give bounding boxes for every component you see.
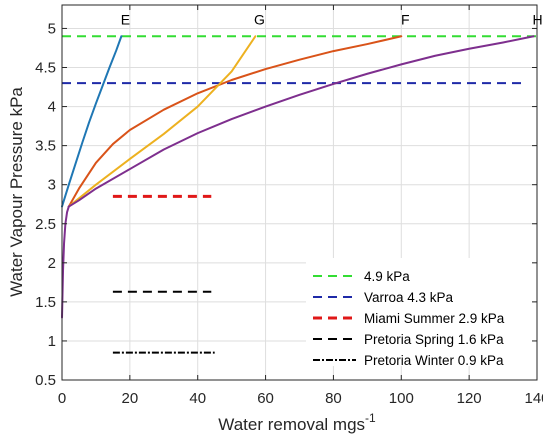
x-tick-label: 120	[457, 390, 482, 407]
curve-line	[67, 35, 535, 208]
y-tick-label: 1	[48, 333, 56, 350]
curve-end-label: F	[401, 12, 410, 28]
threshold-lines	[62, 35, 537, 354]
y-tick-label: 1.5	[35, 294, 56, 311]
y-tick-label: 0.5	[35, 372, 56, 389]
curve-line	[61, 35, 123, 208]
y-axis-ticks: 0.5 1 1.5 2 2.5 3 3.5 4 4.5 5	[35, 20, 537, 389]
y-tick-label: 3	[48, 177, 56, 194]
x-axis-label-text: Water removal mgs	[218, 415, 365, 434]
curve-end-label: E	[121, 12, 130, 28]
y-tick-label: 4	[48, 99, 56, 116]
curve-end-label: G	[254, 12, 265, 28]
x-tick-label: 60	[257, 390, 274, 407]
legend-label: Miami Summer 2.9 kPa	[364, 311, 505, 326]
y-tick-label: 4.5	[35, 60, 56, 77]
x-tick-label: 100	[389, 390, 414, 407]
curve-end-label: H	[533, 12, 543, 28]
y-tick-label: 2.5	[35, 216, 56, 233]
x-tick-label: 40	[189, 390, 206, 407]
x-axis-label-superscript: -1	[365, 411, 376, 425]
y-tick-label: 5	[48, 20, 56, 37]
x-axis-label: Water removal mgs-1	[218, 411, 376, 434]
legend-label: Pretoria Spring 1.6 kPa	[364, 332, 504, 347]
legend: 4.9 kPa Varroa 4.3 kPa Miami Summer 2.9 kP…	[306, 258, 532, 368]
curve-line	[61, 205, 70, 319]
curve-line	[67, 35, 257, 208]
y-axis-label: Water Vapour Pressure kPa	[7, 87, 26, 297]
legend-label: 4.9 kPa	[364, 269, 410, 284]
x-tick-label: 80	[325, 390, 342, 407]
x-tick-label: 0	[58, 390, 66, 407]
y-tick-label: 3.5	[35, 138, 56, 155]
x-axis-ticks: 0 20 40 60 80 100 120 140	[58, 5, 543, 407]
plot-frame	[61, 4, 538, 381]
curve-line	[67, 35, 403, 208]
legend-label: Pretoria Winter 0.9 kPa	[364, 353, 504, 368]
y-tick-label: 2	[48, 255, 56, 272]
legend-label: Varroa 4.3 kPa	[364, 290, 454, 305]
curves	[61, 35, 535, 319]
x-tick-label: 20	[122, 390, 139, 407]
x-tick-label: 140	[524, 390, 543, 407]
